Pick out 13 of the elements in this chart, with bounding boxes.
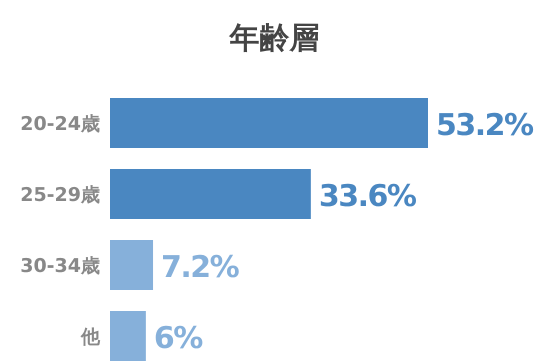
data-label: 33.6% xyxy=(318,179,417,214)
data-label: 6% xyxy=(154,321,204,356)
y-tick-label: 20-24歳 xyxy=(20,113,100,135)
y-tick-label: 30-34歳 xyxy=(20,255,100,277)
bar xyxy=(110,98,428,148)
chart-title: 年齢層 xyxy=(228,21,320,56)
y-tick-label: 25-29歳 xyxy=(20,184,100,206)
data-label: 7.2% xyxy=(161,250,240,285)
bar xyxy=(110,240,154,290)
bar xyxy=(110,311,146,361)
bar xyxy=(110,169,311,219)
data-label: 53.2% xyxy=(436,108,534,143)
y-tick-label: 他 xyxy=(80,326,101,348)
